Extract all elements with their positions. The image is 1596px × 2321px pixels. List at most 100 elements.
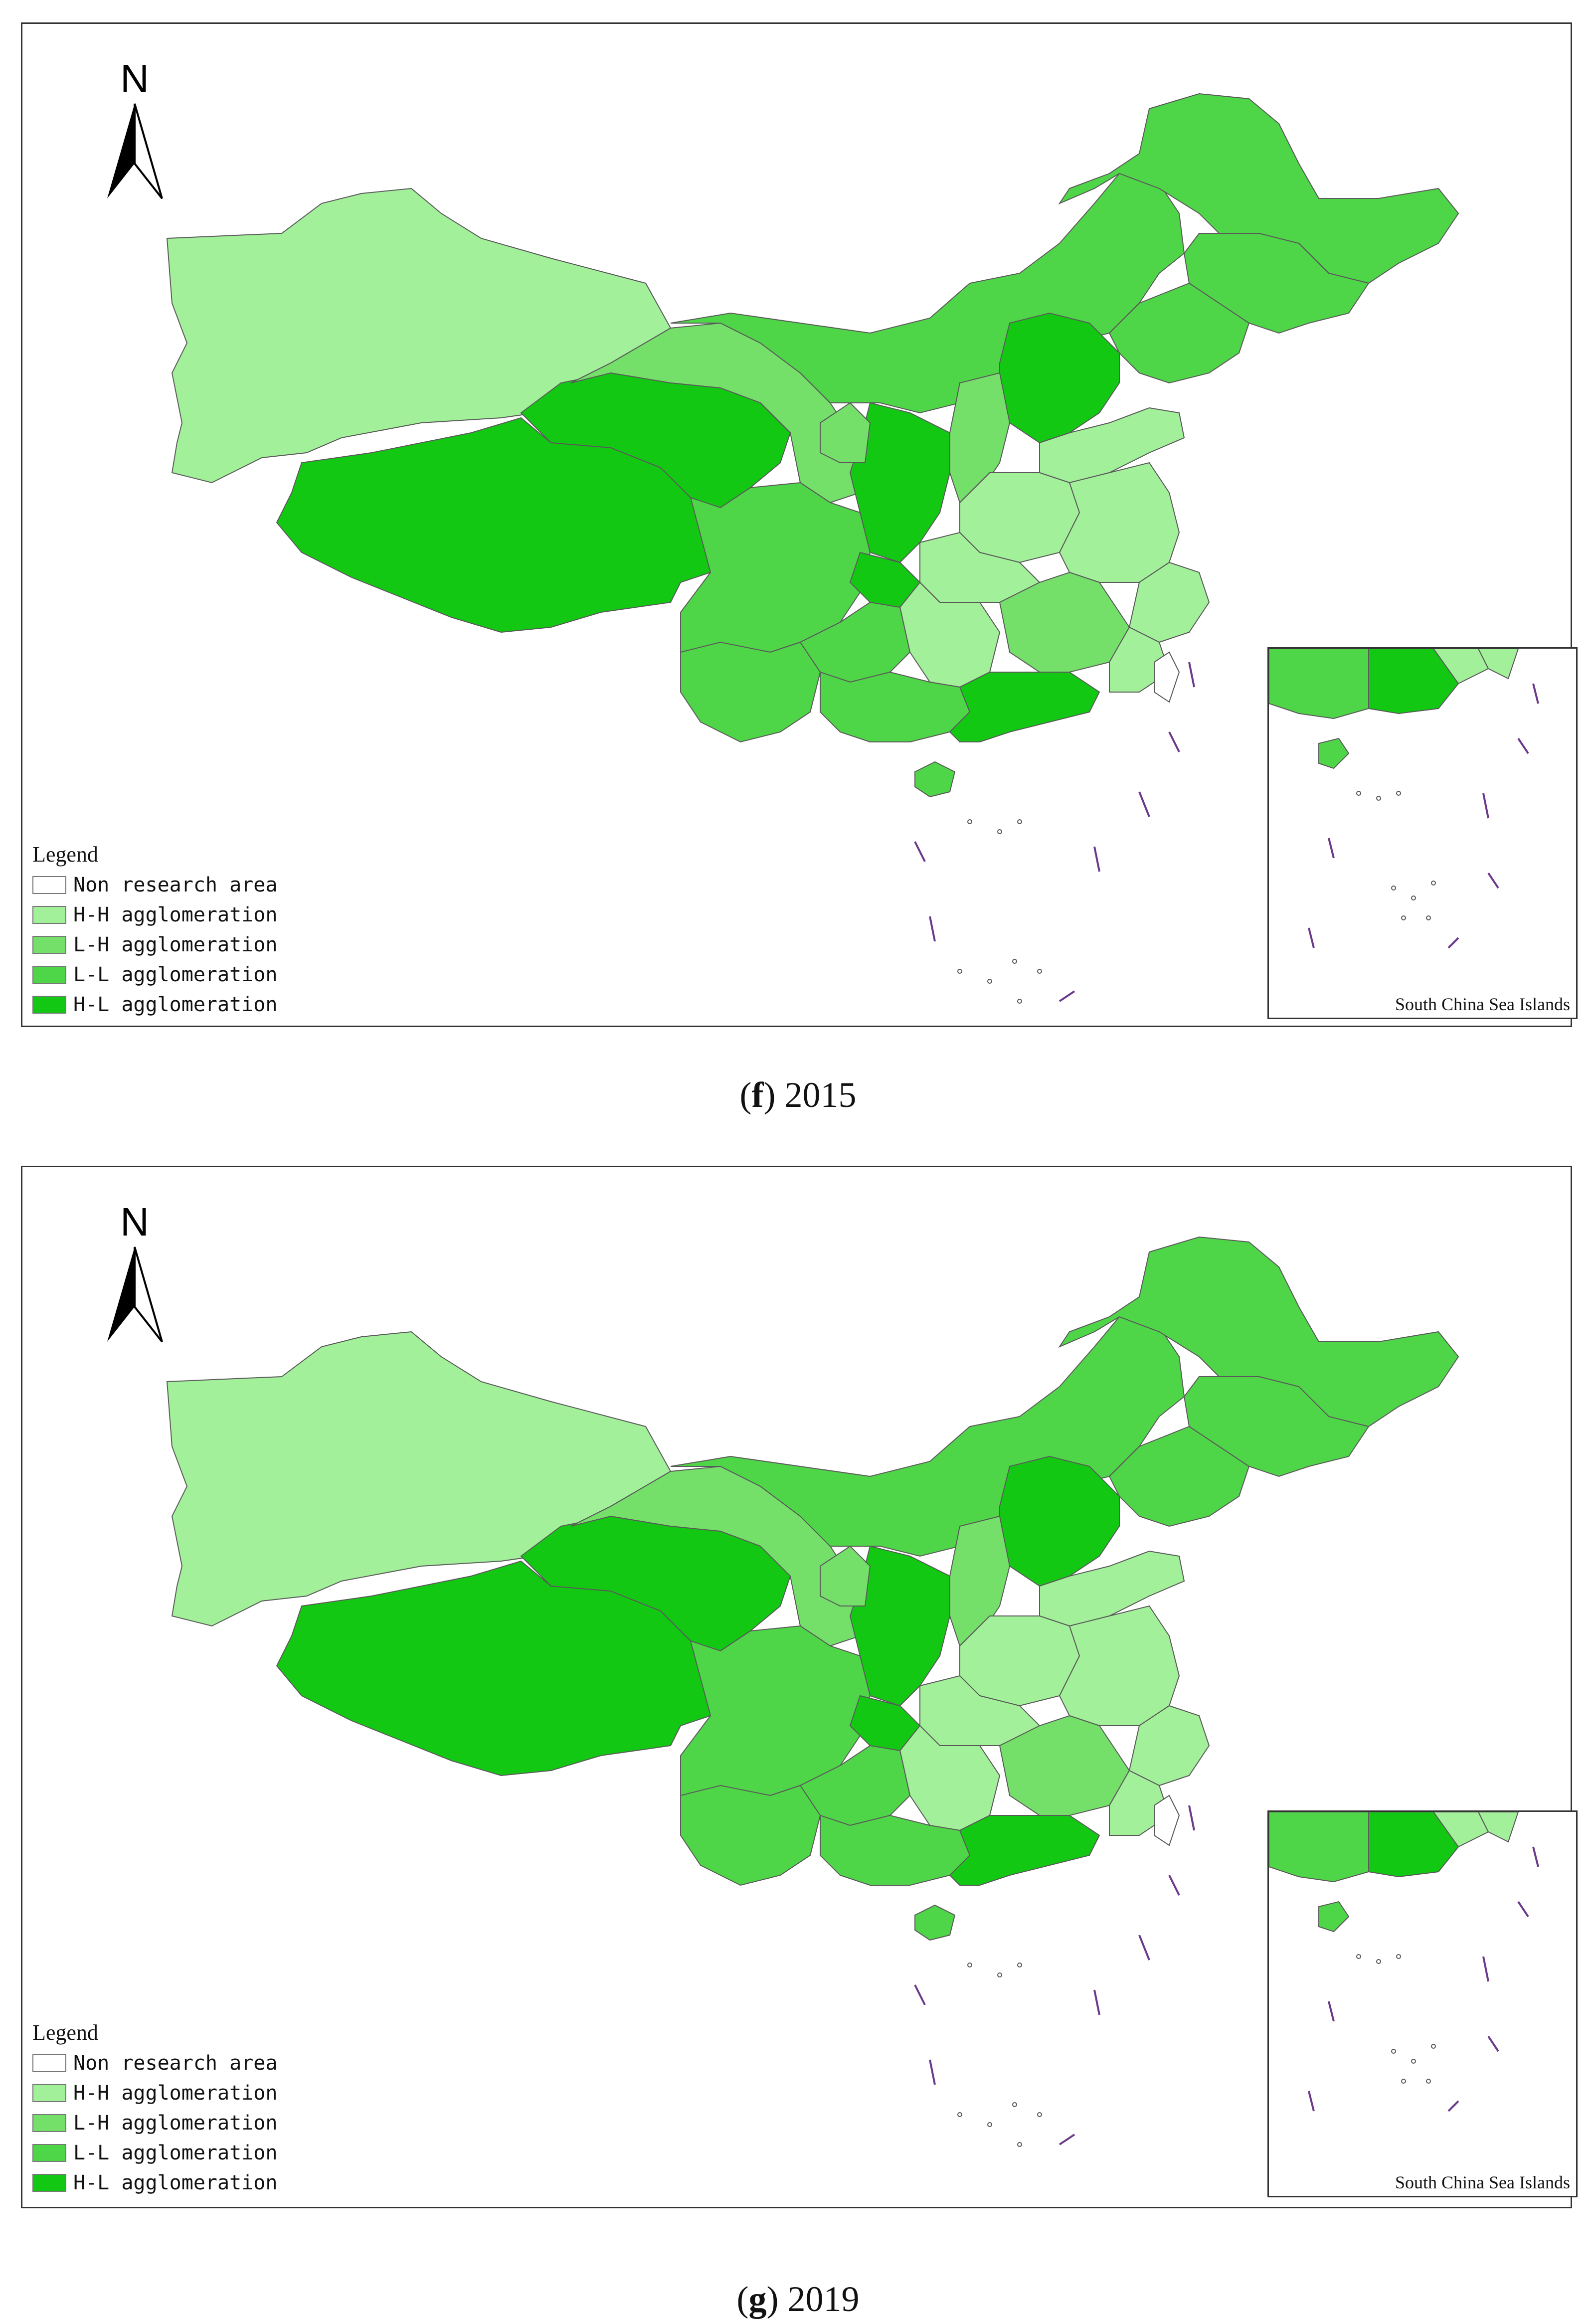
maritime-boundary-dash — [1328, 2001, 1335, 2022]
north-arrow: N — [97, 1202, 172, 1349]
island-dot — [1396, 791, 1401, 796]
island-dot — [967, 819, 972, 824]
legend-label: H-H agglomeration — [73, 2082, 278, 2105]
legend-label: H-L agglomeration — [73, 2171, 278, 2194]
taiwan-region — [1154, 1794, 1180, 1846]
island-dot — [1037, 2112, 1042, 2117]
legend-label: L-H agglomeration — [73, 933, 278, 956]
north-arrow: N — [97, 59, 172, 206]
legend-swatch — [32, 2114, 66, 2132]
legend-label: L-L agglomeration — [73, 963, 278, 986]
inset-fujian — [1477, 1812, 1519, 1843]
caption-2015: (f) 2015 — [739, 1075, 857, 1115]
inset-label: South China Sea Islands — [1395, 2172, 1570, 2192]
china-map-2019 — [166, 1236, 1459, 2147]
island-dot — [1396, 1954, 1401, 1959]
liaoning-region — [1108, 1426, 1250, 1527]
legend-label: H-H agglomeration — [73, 903, 278, 926]
hainan-region — [914, 761, 956, 798]
island-dot — [987, 979, 992, 984]
island-dot — [997, 829, 1002, 834]
caption-2019: (g) 2019 — [736, 2279, 860, 2319]
legend-label: Non research area — [73, 874, 278, 896]
maritime-boundary-dash — [1447, 937, 1459, 949]
ningxia-region — [820, 402, 871, 463]
maritime-boundary-dash — [1308, 927, 1315, 948]
legend-item-ll: L-L agglomeration — [32, 960, 277, 990]
xinjiang-region — [166, 187, 672, 484]
legend-label: L-L agglomeration — [73, 2142, 278, 2164]
island-dot — [1017, 2142, 1022, 2147]
island-dot — [987, 2122, 992, 2127]
maritime-boundary-dash — [914, 841, 926, 862]
legend-swatch — [32, 2144, 66, 2162]
tibet-region — [276, 417, 716, 633]
island-dot — [1356, 791, 1361, 796]
maritime-boundary-dash — [1487, 2035, 1499, 2052]
north-label: N — [120, 56, 149, 101]
maritime-boundary-dash — [1093, 1989, 1100, 2015]
legend-item-hl: H-L agglomeration — [32, 2168, 277, 2198]
island-dot — [967, 1963, 972, 1967]
island-dot — [1017, 999, 1022, 1004]
maritime-boundary-dash — [914, 1984, 926, 2005]
island-dot — [1012, 2102, 1017, 2107]
maritime-boundary-dash — [1532, 1846, 1539, 1867]
legend: Legend Non research area H-H agglomerati… — [32, 842, 277, 1020]
maritime-boundary-dash — [1168, 1875, 1180, 1896]
inset-hainan — [1318, 1901, 1350, 1933]
maritime-boundary-dash — [1482, 793, 1489, 819]
xinjiang-region — [166, 1331, 672, 1627]
hainan-region — [914, 1904, 956, 1941]
island-dot — [1411, 895, 1416, 900]
island-dot — [1401, 2079, 1406, 2084]
north-arrow-icon — [107, 1247, 163, 1343]
liaoning-region — [1108, 282, 1250, 384]
jiangsu-anhui-region — [1059, 1605, 1180, 1726]
maritime-boundary-dash — [1093, 846, 1100, 872]
inset-guangxi — [1269, 649, 1369, 719]
guangdong-region — [949, 672, 1100, 742]
maritime-boundary-dash — [1168, 731, 1180, 752]
maritime-boundary-dash — [929, 916, 936, 942]
shaanxi-region — [849, 402, 950, 563]
island-dot — [1401, 915, 1406, 920]
island-dot — [1411, 2059, 1416, 2064]
island-dot — [1426, 915, 1431, 920]
caption-year: 2015 — [784, 1075, 857, 1115]
island-dot — [1037, 969, 1042, 974]
maritime-boundary-dash — [1188, 1805, 1195, 1831]
legend-swatch — [32, 906, 66, 924]
maritime-boundary-dash — [1308, 2091, 1315, 2112]
legend-swatch — [32, 966, 66, 984]
china-map-2015 — [166, 93, 1459, 1004]
maritime-boundary-dash — [1059, 2134, 1075, 2145]
caption-year: 2019 — [787, 2279, 860, 2319]
legend-item-lh: L-H agglomeration — [32, 930, 277, 960]
island-dot — [1356, 1954, 1361, 1959]
inner-mongolia-region — [670, 1316, 1185, 1557]
shaanxi-region — [849, 1545, 950, 1707]
island-dot — [957, 2112, 962, 2117]
caption-label: f — [751, 1075, 764, 1115]
map-panel-2015: N Legend Non research area H-H agglomera… — [21, 22, 1578, 1027]
legend-title: Legend — [32, 2020, 98, 2045]
maritime-boundary-dash — [1328, 838, 1335, 859]
legend-swatch — [32, 2174, 66, 2192]
legend-item-lh: L-H agglomeration — [32, 2108, 277, 2138]
guangdong-region — [949, 1815, 1100, 1886]
yunnan-region — [680, 641, 821, 743]
maritime-boundary-dash — [1487, 872, 1499, 889]
legend-item-non-research: Non research area — [32, 870, 277, 900]
south-china-sea-inset: South China Sea Islands — [1267, 647, 1578, 1019]
legend-title: Legend — [32, 842, 98, 867]
maritime-boundary-dash — [1482, 1956, 1489, 1982]
inset-fujian — [1477, 649, 1519, 680]
legend-label: Non research area — [73, 2052, 278, 2075]
legend-item-non-research: Non research area — [32, 2048, 277, 2078]
south-china-sea-inset-map — [1269, 649, 1539, 949]
north-label: N — [120, 1200, 149, 1244]
maritime-boundary-dash — [1517, 1901, 1529, 1918]
island-dot — [1391, 2049, 1396, 2054]
maritime-boundary-dash — [1138, 1935, 1150, 1961]
